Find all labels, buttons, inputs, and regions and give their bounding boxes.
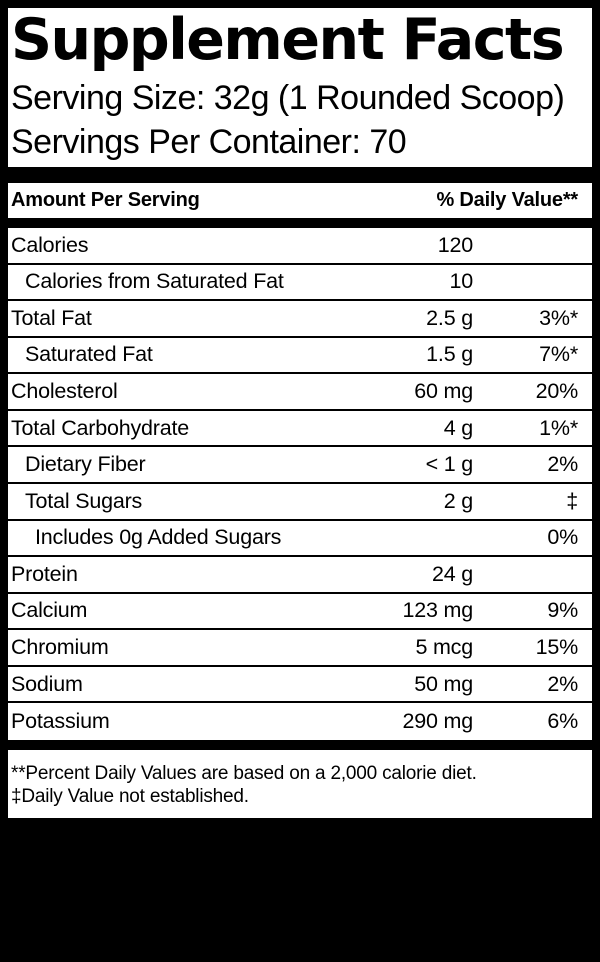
nutrient-amount: 10 <box>449 269 473 294</box>
nutrient-daily-value: 6% <box>547 709 578 734</box>
thick-divider-top <box>8 167 592 183</box>
nutrient-amount: 24 g <box>431 561 473 586</box>
nutrient-amount: 2 g <box>443 488 473 513</box>
nutrient-name: Cholesterol <box>11 379 118 404</box>
nutrient-daily-value: 2% <box>547 671 578 696</box>
nutrient-table: Calories 120 Calories from Saturated Fat… <box>8 228 592 740</box>
amount-per-serving-header: Amount Per Serving <box>11 189 200 211</box>
row-chromium: Chromium 5 mcg 15% <box>8 630 592 667</box>
serving-info: Serving Size: 32g (1 Rounded Scoop) Serv… <box>8 76 592 164</box>
row-total-fat: Total Fat 2.5 g 3%* <box>8 301 592 338</box>
nutrient-name: Protein <box>11 561 78 586</box>
row-total-carbohydrate: Total Carbohydrate 4 g 1%* <box>8 411 592 448</box>
footnotes: **Percent Daily Values are based on a 2,… <box>8 762 592 808</box>
nutrient-name: Sodium <box>11 671 83 696</box>
nutrient-amount: 120 <box>437 232 473 257</box>
nutrient-name: Calories from Saturated Fat <box>25 269 284 294</box>
label-title: Supplement Facts <box>11 8 565 73</box>
nutrient-name: Dietary Fiber <box>25 452 146 477</box>
nutrient-amount: 290 mg <box>402 709 473 734</box>
nutrient-daily-value: 0% <box>547 525 578 550</box>
row-added-sugars: Includes 0g Added Sugars 0% <box>8 521 592 558</box>
nutrient-name: Total Carbohydrate <box>11 415 190 440</box>
row-total-sugars: Total Sugars 2 g ‡ <box>8 484 592 521</box>
nutrient-daily-value: 7%* <box>539 342 578 367</box>
row-saturated-fat: Saturated Fat 1.5 g 7%* <box>8 338 592 375</box>
nutrient-amount: 123 mg <box>402 598 473 623</box>
nutrient-name: Total Sugars <box>25 488 143 513</box>
row-cholesterol: Cholesterol 60 mg 20% <box>8 374 592 411</box>
nutrient-amount: < 1 g <box>425 452 474 477</box>
row-potassium: Potassium 290 mg 6% <box>8 703 592 740</box>
row-calories: Calories 120 <box>8 228 592 265</box>
nutrient-daily-value: 9% <box>547 598 578 623</box>
nutrient-name: Saturated Fat <box>25 342 153 367</box>
footnote-daily-values: **Percent Daily Values are based on a 2,… <box>11 762 477 784</box>
nutrient-daily-value: ‡ <box>566 488 578 513</box>
row-calcium: Calcium 123 mg 9% <box>8 594 592 631</box>
column-header-row: Amount Per Serving % Daily Value** <box>8 183 592 218</box>
nutrient-daily-value: 15% <box>535 634 579 659</box>
row-protein: Protein 24 g <box>8 557 592 594</box>
nutrient-amount: 60 mg <box>414 379 473 404</box>
nutrient-amount: 50 mg <box>414 671 473 696</box>
divider-under-header <box>8 218 592 228</box>
nutrient-amount: 2.5 g <box>426 305 473 330</box>
nutrient-name: Calcium <box>11 598 88 623</box>
servings-per-container-text: Servings Per Container: 70 <box>11 123 407 161</box>
nutrient-amount: 4 g <box>443 415 473 440</box>
daily-value-header: % Daily Value** <box>436 189 578 211</box>
nutrient-daily-value: 20% <box>535 379 579 404</box>
nutrient-name: Potassium <box>11 709 110 734</box>
nutrient-amount: 1.5 g <box>426 342 473 367</box>
nutrient-daily-value: 1%* <box>539 415 578 440</box>
footnote-dagger: ‡Daily Value not established. <box>11 785 249 807</box>
nutrient-name: Total Fat <box>11 305 92 330</box>
supplement-facts-label: Supplement Facts Serving Size: 32g (1 Ro… <box>8 8 592 818</box>
nutrient-daily-value: 2% <box>547 452 578 477</box>
nutrient-name: Chromium <box>11 634 109 659</box>
thick-divider-bottom <box>8 739 592 750</box>
row-sodium: Sodium 50 mg 2% <box>8 667 592 704</box>
nutrient-name: Calories <box>11 232 89 257</box>
nutrient-name: Includes 0g Added Sugars <box>35 525 282 550</box>
nutrient-daily-value: 3%* <box>539 305 578 330</box>
nutrient-amount: 5 mcg <box>415 634 473 659</box>
row-dietary-fiber: Dietary Fiber < 1 g 2% <box>8 447 592 484</box>
row-calories-from-saturated-fat: Calories from Saturated Fat 10 <box>8 265 592 302</box>
serving-size-text: Serving Size: 32g (1 Rounded Scoop) <box>11 79 565 117</box>
